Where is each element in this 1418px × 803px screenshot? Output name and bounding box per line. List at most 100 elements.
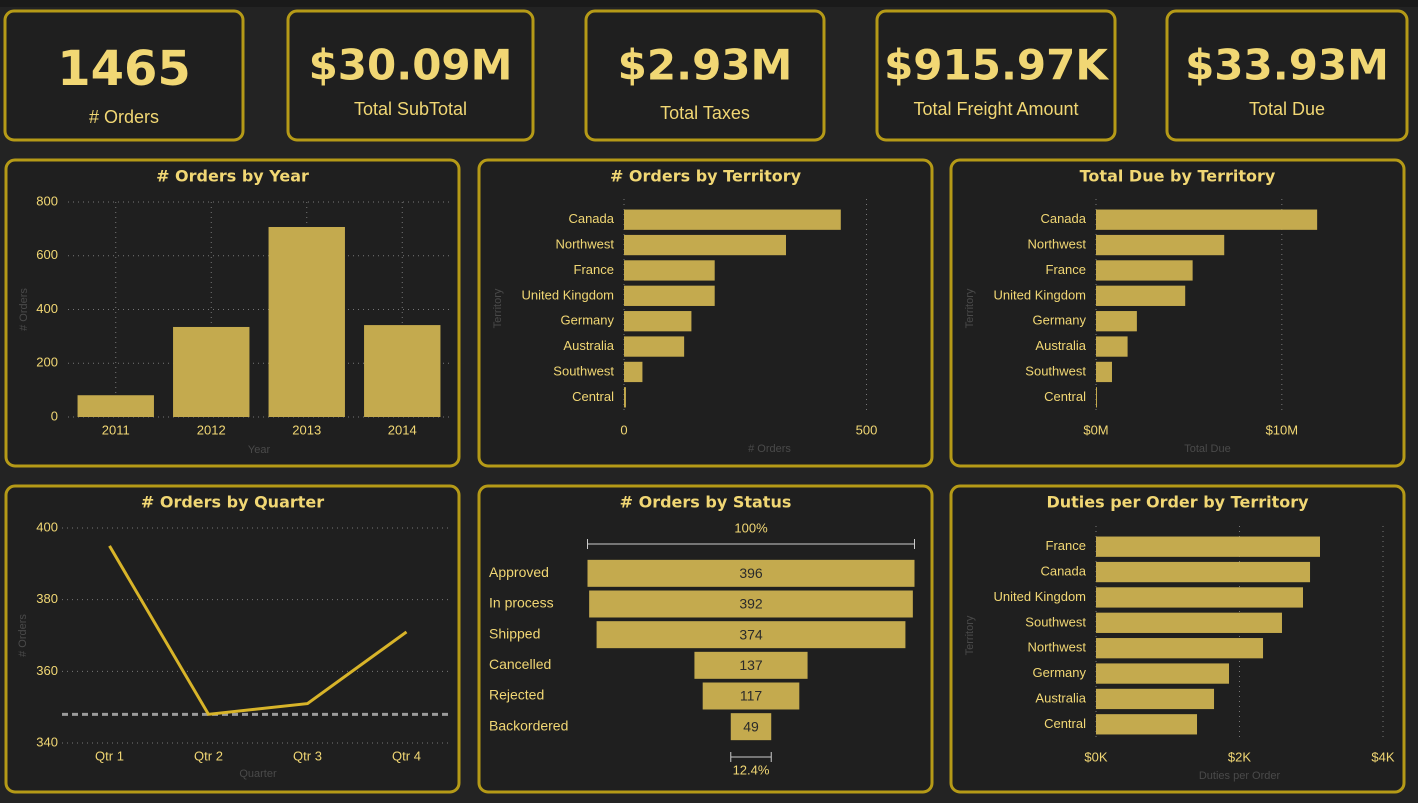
- top-strip: [0, 0, 1418, 7]
- chart-title: Total Due by Territory: [1080, 167, 1276, 186]
- bar: [624, 311, 692, 332]
- chart-title: # Orders by Status: [620, 493, 792, 512]
- y-tick-label: France: [574, 262, 614, 277]
- y-tick-label: Germany: [561, 313, 615, 328]
- bar: [1096, 688, 1215, 710]
- bar: [624, 209, 841, 230]
- category-label: Shipped: [489, 625, 540, 641]
- category-label: Rejected: [489, 687, 544, 703]
- y-tick-label: 380: [36, 591, 58, 606]
- bar: [1096, 336, 1128, 357]
- x-axis-title: Year: [248, 444, 271, 456]
- kpi-value: 1465: [57, 41, 191, 97]
- y-tick-label: 800: [36, 193, 58, 208]
- y-tick-label: Southwest: [1025, 614, 1086, 629]
- y-axis-title: Territory: [964, 288, 976, 328]
- x-axis-title: Total Due: [1184, 443, 1230, 455]
- y-tick-label: France: [1046, 538, 1086, 553]
- funnel-bar: [587, 559, 915, 587]
- kpi-label: Total SubTotal: [354, 99, 467, 119]
- chart-title: # Orders by Year: [156, 167, 309, 186]
- kpi-card: [1165, 9, 1409, 142]
- bar: [1096, 234, 1225, 256]
- y-axis-title: # Orders: [17, 614, 29, 657]
- bar: [268, 226, 345, 417]
- y-tick-label: 400: [36, 301, 58, 316]
- y-axis-title: Territory: [964, 615, 976, 655]
- kpi-value: $2.93M: [618, 41, 793, 90]
- data-label: 392: [739, 596, 763, 612]
- x-tick-label: 0: [620, 422, 627, 437]
- x-tick-label: 2012: [197, 422, 226, 437]
- chart-title: # Orders by Quarter: [141, 493, 324, 512]
- y-tick-label: United Kingdom: [994, 589, 1087, 604]
- y-tick-label: 0: [51, 408, 58, 423]
- y-tick-label: Central: [1044, 389, 1086, 404]
- x-axis-title: Quarter: [239, 768, 277, 780]
- funnel-bar: [694, 651, 808, 679]
- x-tick-label: Qtr 3: [293, 748, 322, 763]
- y-tick-label: Northwest: [1027, 237, 1086, 252]
- y-tick-label: Northwest: [555, 237, 614, 252]
- bar: [1096, 260, 1193, 281]
- kpi-card: [584, 9, 826, 142]
- kpi-label: Total Freight Amount: [913, 99, 1078, 119]
- data-label: 396: [739, 565, 763, 581]
- bar: [624, 361, 643, 383]
- y-tick-label: France: [1046, 262, 1086, 277]
- kpi-card: [3, 9, 245, 142]
- y-axis-title: # Orders: [18, 288, 30, 331]
- x-tick-label: Qtr 1: [95, 748, 124, 763]
- data-label: 374: [739, 626, 763, 642]
- y-tick-label: Central: [572, 389, 614, 404]
- chart-panel: [4, 484, 461, 794]
- x-axis-title: Duties per Order: [1199, 770, 1281, 782]
- bar: [1096, 285, 1186, 306]
- chart-panel: [949, 158, 1406, 468]
- y-tick-label: Canada: [1040, 564, 1086, 579]
- chart-panel: [477, 158, 934, 468]
- x-tick-label: $4K: [1371, 749, 1394, 764]
- bar: [1096, 209, 1318, 230]
- y-tick-label: Southwest: [1025, 363, 1086, 378]
- y-tick-label: 360: [36, 663, 58, 678]
- kpi-label: # Orders: [89, 107, 159, 127]
- y-tick-label: 340: [36, 734, 58, 749]
- y-tick-label: United Kingdom: [994, 287, 1087, 302]
- bar: [624, 260, 715, 281]
- data-label: 137: [739, 657, 763, 673]
- funnel-bar: [702, 682, 800, 710]
- line: [108, 545, 408, 716]
- x-axis-title: # Orders: [748, 443, 791, 455]
- funnel-bar: [730, 713, 772, 741]
- category-label: Cancelled: [489, 656, 551, 672]
- x-tick-label: 2014: [388, 422, 417, 437]
- y-tick-label: 600: [36, 247, 58, 262]
- x-tick-label: 2013: [292, 422, 321, 437]
- y-axis-title: Territory: [492, 288, 504, 328]
- kpi-value: $33.93M: [1185, 41, 1389, 90]
- y-tick-label: Australia: [563, 338, 614, 353]
- x-tick-label: $0K: [1084, 749, 1107, 764]
- kpi-value: $30.09M: [309, 41, 513, 90]
- x-tick-label: Qtr 2: [194, 748, 223, 763]
- funnel-bottom-label: 12.4%: [733, 762, 770, 777]
- x-tick-label: Qtr 4: [392, 748, 421, 763]
- y-tick-label: Northwest: [1027, 640, 1086, 655]
- y-tick-label: Germany: [1033, 313, 1087, 328]
- bar: [1096, 587, 1303, 608]
- category-label: Backordered: [489, 717, 568, 733]
- kpi-card: [286, 9, 535, 142]
- bar: [173, 326, 250, 417]
- y-tick-label: Southwest: [553, 363, 614, 378]
- bar: [624, 285, 715, 306]
- bar: [1096, 561, 1311, 583]
- category-label: In process: [489, 595, 554, 611]
- kpi-label: Total Taxes: [660, 103, 750, 123]
- bar: [1096, 536, 1321, 557]
- category-label: Approved: [489, 564, 549, 580]
- y-tick-label: Canada: [1040, 211, 1086, 226]
- kpi-value: $915.97K: [884, 41, 1109, 90]
- chart-title: Duties per Order by Territory: [1046, 493, 1309, 512]
- y-tick-label: United Kingdom: [522, 287, 615, 302]
